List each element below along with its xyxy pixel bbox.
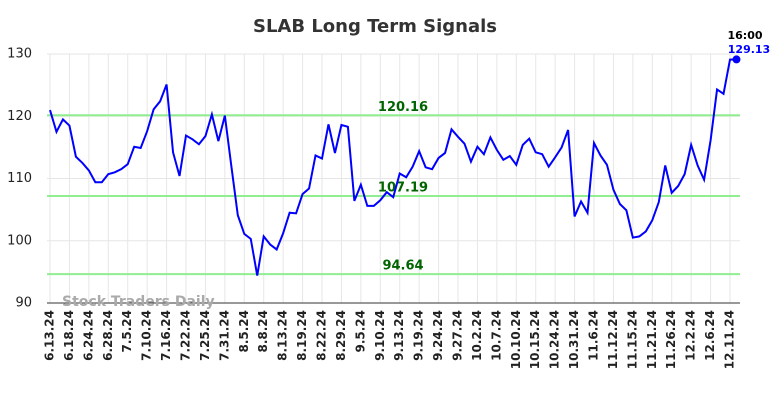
x-tick-label: 11.26.24 [664,310,678,369]
x-tick-label: 12.11.24 [723,310,737,369]
x-tick-label: 9.10.24 [373,310,387,361]
x-tick-label: 11.6.24 [587,310,601,361]
x-tick-label: 10.10.24 [509,310,523,369]
x-tick-label: 8.22.24 [315,310,329,361]
x-tick-label: 9.5.24 [353,310,367,353]
x-tick-label: 6.28.24 [101,310,115,361]
x-tick-label: 7.10.24 [140,310,154,361]
last-value: 129.13 [728,43,770,56]
signal-label: 107.19 [378,180,428,195]
last-time: 16:00 [727,29,762,42]
x-tick-label: 9.24.24 [431,310,445,361]
signal-label: 120.16 [378,100,428,115]
x-tick-label: 10.2.24 [470,310,484,361]
x-tick-label: 7.5.24 [120,310,134,353]
x-tick-label: 8.29.24 [334,310,348,361]
y-tick-label: 120 [7,109,32,124]
x-tick-label: 11.12.24 [606,310,620,369]
x-tick-label: 12.6.24 [703,310,717,361]
y-tick-label: 110 [7,171,32,186]
x-tick-label: 10.31.24 [567,310,581,369]
watermark: Stock Traders Daily [62,294,215,310]
y-tick-label: 130 [7,47,32,62]
x-tick-label: 7.22.24 [179,310,193,361]
x-tick-label: 11.15.24 [625,310,639,369]
x-tick-label: 12.2.24 [684,310,698,361]
price-line [49,58,737,276]
signal-label: 94.64 [382,259,423,274]
x-tick-label: 6.24.24 [81,310,95,361]
x-tick-label: 8.13.24 [276,310,290,361]
x-tick-label: 8.8.24 [256,310,270,353]
x-tick-label: 10.15.24 [528,310,542,369]
x-tick-label: 10.24.24 [548,310,562,369]
x-tick-label: 6.18.24 [62,310,76,361]
chart-title: SLAB Long Term Signals [253,16,497,37]
x-tick-label: 10.7.24 [489,310,503,361]
x-tick-label: 6.13.24 [43,310,57,361]
y-tick-label: 90 [15,296,32,311]
x-tick-label: 7.25.24 [198,310,212,361]
x-tick-label: 8.19.24 [295,310,309,361]
x-tick-label: 9.27.24 [451,310,465,361]
x-tick-label: 7.16.24 [159,310,173,361]
x-tick-label: 9.13.24 [392,310,406,361]
x-tick-label: 9.19.24 [412,310,426,361]
x-tick-label: 7.31.24 [217,310,231,361]
x-tick-label: 11.21.24 [645,310,659,369]
last-point [732,55,741,64]
x-tick-label: 8.5.24 [237,310,251,353]
y-tick-label: 100 [7,233,32,248]
